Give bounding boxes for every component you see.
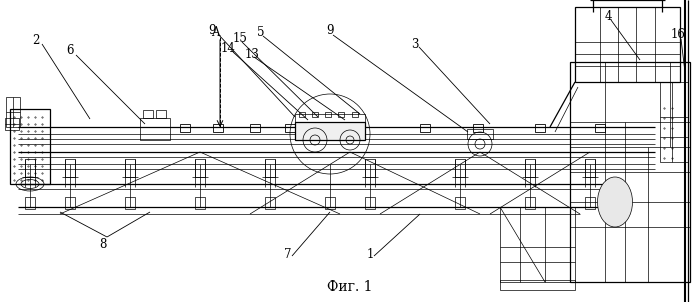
Bar: [25, 197, 35, 209]
Ellipse shape: [598, 177, 633, 227]
Bar: [250, 124, 260, 132]
Bar: [65, 159, 75, 177]
Bar: [65, 197, 75, 209]
Bar: [285, 124, 295, 132]
Bar: [420, 124, 430, 132]
Bar: [660, 82, 688, 162]
Bar: [140, 118, 170, 140]
Bar: [575, 7, 680, 82]
Bar: [455, 197, 465, 209]
Text: A: A: [211, 25, 219, 38]
Text: 9: 9: [209, 24, 216, 37]
Text: 6: 6: [66, 44, 74, 57]
Bar: [295, 122, 365, 140]
Bar: [265, 197, 275, 209]
Text: 2: 2: [32, 34, 40, 47]
Bar: [125, 197, 135, 209]
Text: Фиг. 1: Фиг. 1: [328, 280, 372, 294]
Bar: [525, 159, 535, 177]
Text: 3: 3: [412, 37, 419, 50]
Text: 8: 8: [99, 237, 106, 250]
Bar: [473, 124, 483, 132]
Bar: [570, 62, 690, 282]
Text: 4: 4: [604, 11, 612, 24]
Bar: [365, 159, 375, 177]
Text: 1: 1: [366, 248, 374, 261]
Bar: [535, 124, 545, 132]
Bar: [467, 129, 493, 139]
Bar: [325, 197, 335, 209]
Bar: [299, 112, 305, 117]
Bar: [500, 280, 575, 290]
Bar: [365, 197, 375, 209]
Bar: [10, 109, 50, 184]
Bar: [143, 110, 153, 118]
Bar: [25, 159, 35, 177]
Bar: [5, 118, 19, 130]
Bar: [585, 197, 595, 209]
Bar: [352, 112, 358, 117]
Bar: [125, 159, 135, 177]
Bar: [156, 110, 166, 118]
Bar: [195, 197, 205, 209]
Bar: [595, 124, 605, 132]
Bar: [6, 97, 20, 127]
Bar: [213, 124, 223, 132]
Bar: [325, 112, 331, 117]
Text: 16: 16: [671, 27, 685, 40]
Text: 14: 14: [220, 43, 235, 56]
Bar: [180, 124, 190, 132]
Bar: [455, 159, 465, 177]
Bar: [500, 207, 575, 282]
Bar: [585, 159, 595, 177]
Text: 15: 15: [232, 33, 247, 46]
Text: 13: 13: [244, 47, 260, 60]
Text: 9: 9: [326, 24, 334, 37]
Bar: [265, 159, 275, 177]
Bar: [295, 114, 365, 122]
Bar: [525, 197, 535, 209]
Bar: [312, 112, 318, 117]
Bar: [355, 124, 365, 132]
Bar: [195, 159, 205, 177]
Bar: [338, 112, 344, 117]
Text: 5: 5: [258, 25, 265, 38]
Text: 7: 7: [284, 248, 292, 261]
